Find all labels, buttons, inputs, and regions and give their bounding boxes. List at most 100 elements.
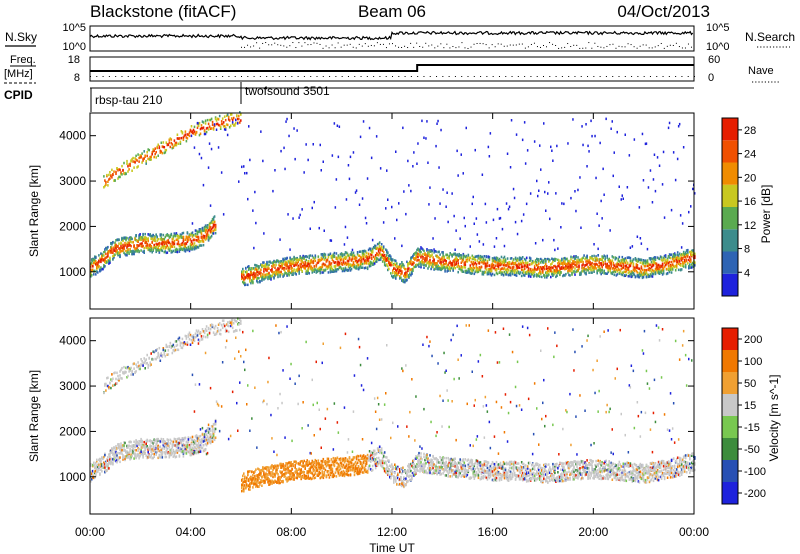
nsearch-dot	[666, 45, 668, 47]
echo-cell	[181, 236, 184, 239]
nsearch-dot	[473, 43, 475, 45]
echo-cell	[214, 224, 217, 228]
echo-cell	[359, 250, 362, 253]
nsearch-dot	[247, 44, 249, 46]
nave-dot	[498, 76, 500, 77]
echo-cell	[373, 246, 376, 249]
nave-dot	[146, 76, 148, 77]
power-heatmap	[90, 111, 696, 287]
echo-cell	[528, 263, 531, 266]
echo-cell	[141, 360, 143, 363]
echo-cell	[182, 239, 185, 243]
echo-cell	[125, 370, 127, 374]
noise-cell	[540, 168, 542, 171]
echo-cell	[166, 251, 169, 254]
echo-cell	[150, 363, 152, 366]
echo-cell	[561, 265, 563, 269]
echo-cell	[260, 268, 262, 271]
echo-cell	[136, 159, 138, 162]
echo-cell	[441, 256, 443, 259]
echo-cell	[565, 265, 567, 268]
echo-cell	[509, 257, 512, 260]
echo-cell	[600, 272, 602, 276]
echo-cell	[470, 272, 473, 275]
echo-cell	[470, 267, 473, 270]
echo-cell	[561, 259, 563, 262]
echo-cell	[139, 367, 141, 371]
echo-cell	[458, 267, 460, 270]
echo-cell	[578, 267, 580, 270]
echo-cell	[208, 228, 211, 231]
echo-cell	[197, 236, 200, 240]
echo-cell	[386, 263, 388, 266]
echo-cell	[622, 271, 625, 274]
echo-cell	[189, 243, 192, 246]
echo-cell	[597, 254, 599, 257]
echo-cell	[408, 267, 410, 270]
nave-dot	[587, 76, 589, 77]
nsearch-dot	[416, 42, 418, 44]
echo-cell	[584, 257, 586, 261]
echo-cell	[254, 263, 256, 267]
echo-cell	[304, 267, 306, 270]
echo-cell	[187, 248, 190, 251]
echo-cell	[647, 273, 650, 277]
echo-cell	[105, 259, 107, 263]
echo-cell	[300, 257, 302, 260]
echo-cell	[552, 266, 554, 270]
echo-cell	[520, 265, 523, 269]
echo-cell	[209, 226, 212, 229]
echo-cell	[391, 261, 393, 264]
echo-cell	[496, 257, 499, 260]
noise-cell	[670, 208, 673, 212]
echo-cell	[265, 268, 267, 271]
echo-cell	[395, 268, 397, 272]
echo-cell	[538, 274, 540, 278]
nave-dot	[511, 76, 513, 77]
echo-cell	[644, 269, 647, 272]
echo-cell	[294, 271, 296, 275]
echo-cell	[329, 269, 332, 272]
echo-cell	[186, 137, 189, 140]
echo-cell	[556, 267, 558, 271]
noise-cell	[645, 142, 648, 145]
echo-cell	[651, 264, 654, 268]
echo-cell	[575, 263, 577, 267]
echo-cell	[393, 276, 395, 279]
echo-cell	[167, 234, 170, 237]
echo-cell	[667, 264, 670, 268]
echo-cell	[536, 257, 538, 261]
echo-cell	[436, 254, 438, 258]
echo-cell	[144, 236, 146, 239]
echo-cell	[109, 261, 111, 264]
echo-cell	[172, 249, 175, 253]
noise-cell	[682, 146, 685, 149]
echo-cell	[166, 244, 169, 247]
nave-dot	[329, 76, 331, 77]
echo-cell	[421, 247, 423, 250]
echo-cell	[494, 264, 497, 267]
echo-cell	[248, 276, 250, 279]
echo-cell	[412, 263, 414, 266]
echo-cell	[278, 264, 280, 267]
echo-cell	[161, 447, 164, 450]
echo-cell	[534, 268, 537, 271]
echo-cell	[317, 260, 320, 264]
echo-cell	[621, 255, 624, 259]
noise-cell	[347, 164, 350, 167]
echo-cell	[487, 268, 490, 271]
echo-cell	[301, 256, 303, 259]
echo-cell	[348, 263, 351, 266]
echo-cell	[102, 254, 104, 257]
echo-cell	[124, 236, 126, 239]
echo-cell	[222, 121, 225, 124]
echo-cell	[525, 270, 528, 274]
echo-cell	[541, 267, 543, 271]
noise-cell	[580, 226, 582, 229]
echo-cell	[133, 244, 135, 247]
echo-cell	[483, 255, 486, 258]
echo-cell	[138, 236, 140, 239]
echo-cell	[321, 254, 324, 257]
echo-cell	[630, 272, 633, 276]
echo-cell	[318, 258, 321, 261]
